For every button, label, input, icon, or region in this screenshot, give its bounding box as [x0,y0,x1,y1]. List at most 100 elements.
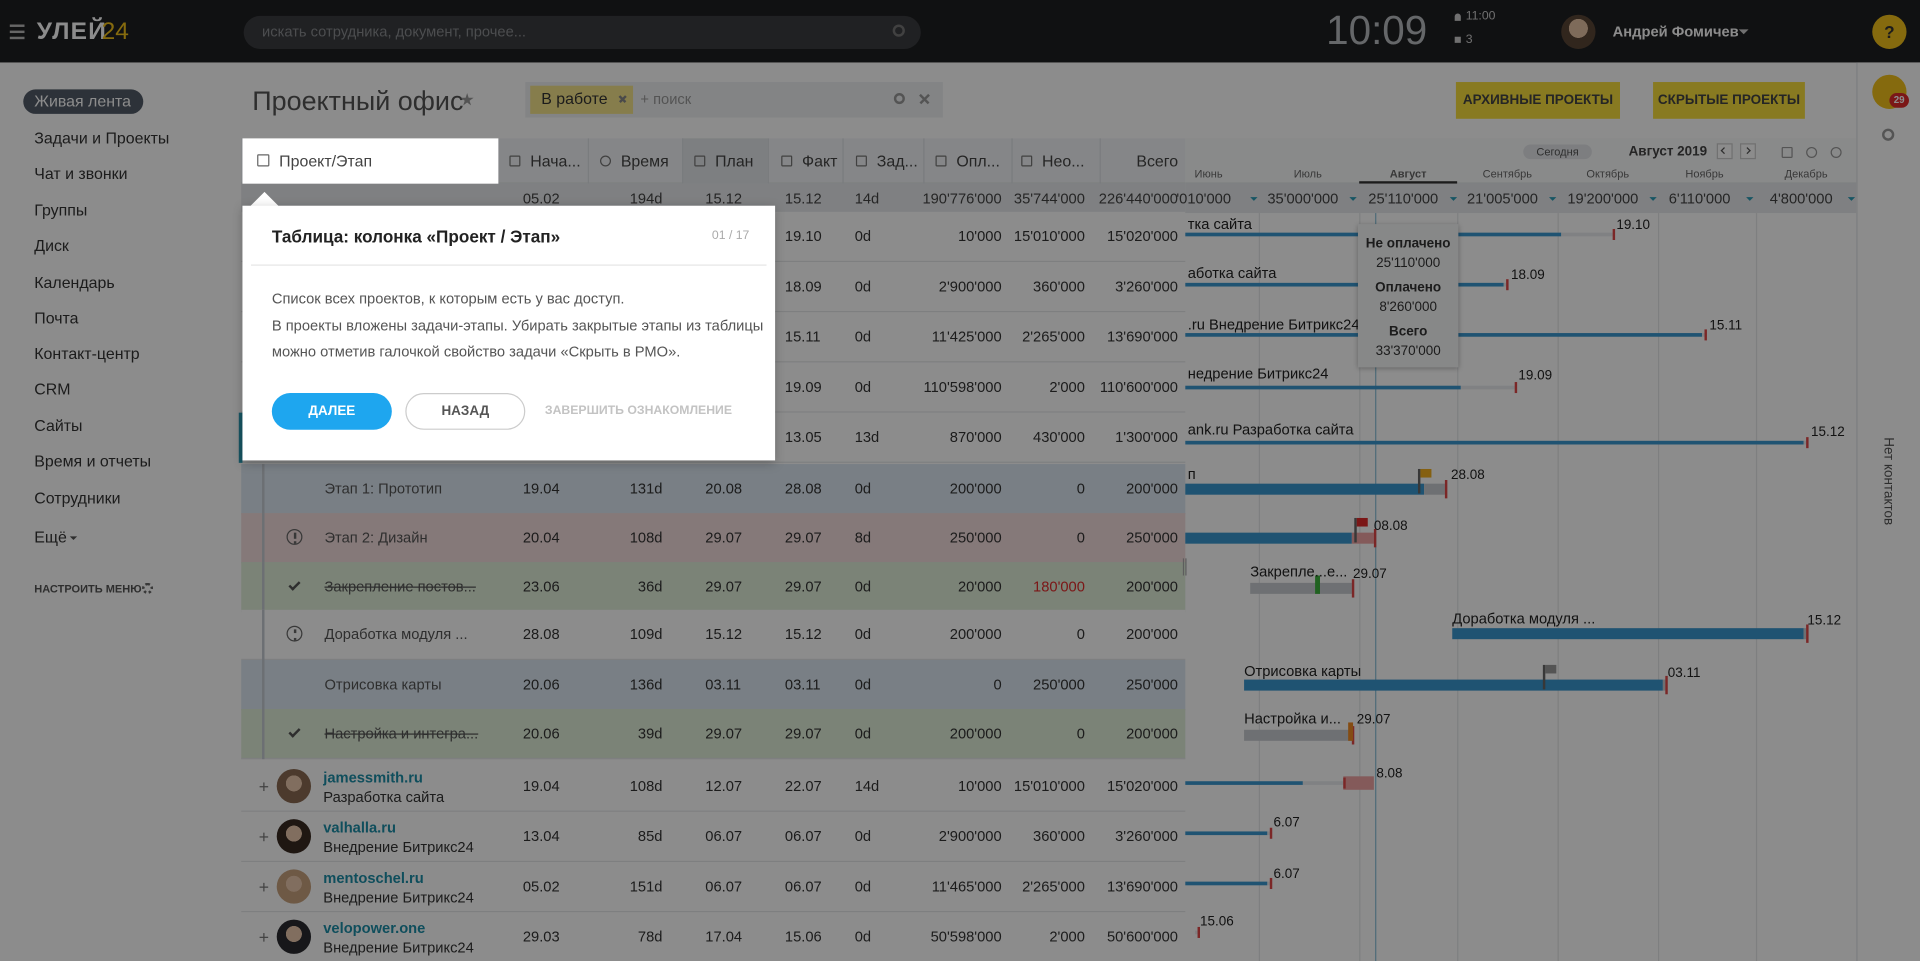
column-header[interactable]: Проект/Этап [279,151,373,171]
gantt-bar-date: 29.07 [1356,712,1391,728]
table-cell: 0d [854,328,872,346]
table-cell: 06.07 [784,827,822,845]
stage-name[interactable]: Настройка и интегра... [324,724,479,743]
page-title: Проектный офис [252,85,464,117]
menu-item[interactable]: Контакт-центр [34,344,140,363]
table-cell: 03.11 [705,675,741,694]
table-cell: 2'000 [1049,378,1085,396]
gantt-tool[interactable] [1806,146,1818,158]
back-button[interactable] [405,393,526,430]
page-button[interactable] [1455,82,1621,119]
table-cell: 29.07 [705,528,743,547]
contact-search[interactable] [1882,128,1895,141]
table-cell: 14d [854,777,880,795]
menu-item[interactable]: CRM [34,379,71,398]
table-cell: 29.07 [705,577,743,596]
stage-name[interactable]: Отрисовка карты [324,675,442,694]
menu-item[interactable]: Живая лента [34,91,131,111]
right-panel [1856,62,1920,961]
search-icon [892,24,905,37]
table-cell: 0d [854,227,872,245]
gantt-tool[interactable] [1830,146,1842,158]
column-separator [923,138,925,184]
configure-menu[interactable]: НАСТРОИТЬ МЕНЮ [34,582,142,596]
table-row [241,862,1186,913]
project-name[interactable]: jamessmith.ru [323,768,423,787]
column-header[interactable]: Нача... [530,151,581,171]
gantt-total: 6'110'000 [1668,189,1731,207]
deadline-tick [1806,437,1809,449]
deadline-tick [1665,675,1668,695]
table-cell: 2'900'000 [938,277,1002,296]
column-header[interactable]: Нео... [1042,151,1085,171]
menu-item[interactable]: Почта [34,308,79,327]
filter-tag[interactable] [530,85,634,114]
column-header[interactable]: Время [620,151,669,171]
table-cell: 15.12 [784,625,822,643]
tour-text: Список всех проектов, к которым есть у в… [271,290,625,308]
table-cell: 110'598'000 [923,378,1002,396]
menu-more[interactable]: Ещё [34,527,67,547]
column-header[interactable]: План [715,151,754,171]
gantt-bar-label: Доработка модуля ... [1452,609,1596,627]
flag-icon [1454,36,1461,43]
totals-cell: 14d [854,189,880,207]
flag [1419,468,1431,478]
table-cell: 2'000 [1049,928,1085,946]
today-button[interactable] [1523,144,1592,160]
table-row [241,660,1186,711]
menu-item[interactable]: Сотрудники [34,488,121,507]
table-cell: 13'690'000 [1106,328,1178,346]
table-cell: 29.07 [784,724,822,743]
menu-item[interactable]: Задачи и Проекты [34,128,170,147]
project-name[interactable]: mentoschel.ru [323,869,424,887]
column-header[interactable]: Всего [1136,151,1179,171]
column-header[interactable]: Опл... [956,151,1000,171]
gantt-total: 35'000'000 [1267,189,1339,207]
search-box[interactable] [243,15,921,49]
table-cell: 110'600'000 [1099,378,1178,396]
menu-icon-line [9,30,25,34]
menu-item[interactable]: Диск [34,236,69,255]
table-row [241,761,1186,812]
project-name[interactable]: valhalla.ru [323,819,396,837]
stage-indent [262,464,265,515]
stage-name[interactable]: Этап 2: Дизайн [324,528,428,547]
gantt-tool[interactable] [1781,146,1793,158]
user-name[interactable]: Андрей Фомичев [1612,23,1739,41]
help-button[interactable] [1872,14,1907,49]
splitter-handle[interactable] [1182,558,1187,576]
tour-title: Таблица: колонка «Проект / Этап» [271,226,561,247]
menu-item[interactable]: Группы [34,200,88,220]
gantt-bar-rest [1267,881,1270,886]
project-name[interactable]: velopower.one [323,919,426,937]
period-nav[interactable] [1740,143,1756,160]
gantt-bar [1244,679,1663,691]
gantt-bar-label: п [1187,465,1196,483]
gantt-bar [1185,282,1504,287]
filter-search[interactable]: + поиск [640,90,692,108]
column-header[interactable]: Зад... [876,151,918,171]
menu-item[interactable]: Время и отчеты [34,451,152,471]
column-icon [694,155,706,167]
finish-link[interactable]: ЗАВЕРШИТЬ ОЗНАКОМЛЕНИЕ [544,404,733,418]
page-button[interactable] [1653,82,1805,119]
gantt-total: 19'200'000 [1567,189,1639,207]
table-cell: 13.05 [784,428,822,446]
table-row [241,912,1186,961]
next-button[interactable] [271,393,392,430]
progress-marker [1315,575,1321,594]
stage-name[interactable]: Этап 1: Прототип [324,480,443,498]
stage-name[interactable]: Доработка модуля ... [324,625,468,643]
menu-item[interactable]: Чат и звонки [34,164,128,183]
table-cell: 15'020'000 [1106,227,1178,245]
gantt-bar-rest [1250,582,1352,594]
column-header[interactable]: Факт [802,151,838,171]
table-cell: 03.11 [784,675,821,694]
menu-item[interactable]: Календарь [34,273,115,292]
menu-item[interactable]: Сайты [34,416,83,435]
table-cell: 2'265'000 [1022,328,1085,346]
stage-name[interactable]: Закрепление постов... [324,577,476,596]
month-label: Октябрь [1586,167,1630,181]
period-nav[interactable] [1716,143,1733,160]
